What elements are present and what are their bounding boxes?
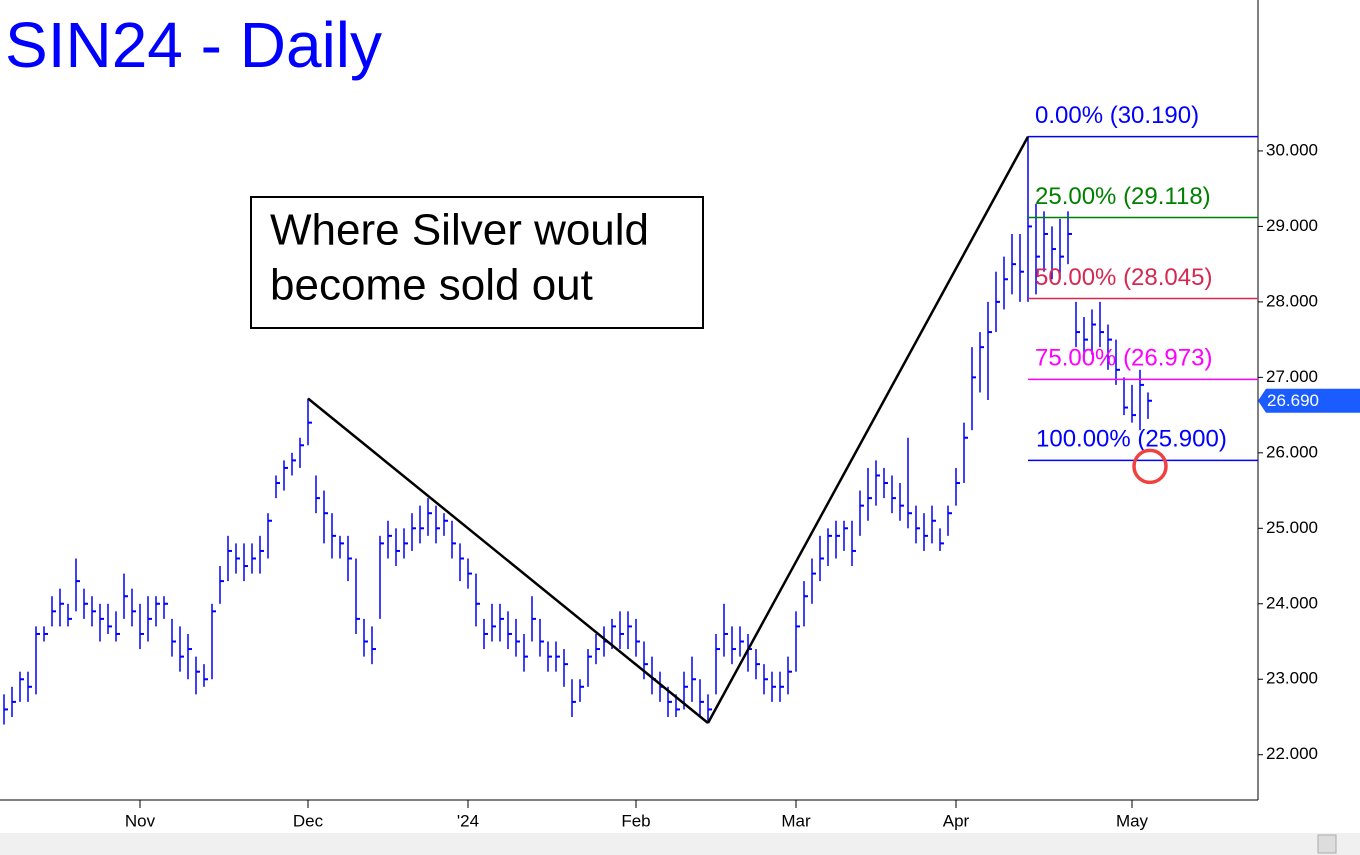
y-tick-label: 23.000 bbox=[1266, 669, 1318, 688]
y-tick-label: 27.000 bbox=[1266, 367, 1318, 386]
fib-label: 0.00% (30.190) bbox=[1035, 102, 1199, 129]
x-tick-label: May bbox=[1116, 811, 1149, 830]
fib-label: 75.00% (26.973) bbox=[1035, 345, 1212, 372]
y-tick-label: 26.000 bbox=[1266, 442, 1318, 461]
last-price-marker bbox=[1258, 388, 1360, 413]
last-price-label: 26.690 bbox=[1267, 391, 1319, 410]
scroll-thumb[interactable] bbox=[1317, 834, 1337, 854]
x-tick-label: Mar bbox=[781, 811, 811, 830]
annotation-box bbox=[250, 196, 704, 329]
fib-label: 100.00% (25.900) bbox=[1036, 426, 1227, 453]
y-tick-label: 30.000 bbox=[1266, 140, 1318, 159]
x-tick-label: Dec bbox=[293, 811, 324, 830]
fib-label: 50.00% (28.045) bbox=[1035, 264, 1212, 291]
target-circle bbox=[1132, 448, 1168, 485]
x-tick-label: Feb bbox=[621, 811, 650, 830]
x-tick-label: Apr bbox=[943, 811, 970, 830]
swing-line bbox=[706, 136, 1030, 724]
annotation-text: become sold out bbox=[270, 261, 593, 310]
y-tick-label: 25.000 bbox=[1266, 518, 1318, 537]
chart-title: SIN24 - Daily bbox=[5, 9, 382, 81]
fib-label: 25.00% (29.118) bbox=[1035, 183, 1211, 210]
y-tick-label: 29.000 bbox=[1266, 216, 1318, 235]
swing-line bbox=[307, 397, 709, 724]
y-tick-label: 28.000 bbox=[1266, 291, 1318, 310]
annotation-text: Where Silver would bbox=[270, 206, 649, 255]
y-tick-label: 24.000 bbox=[1266, 593, 1318, 612]
x-tick-label: '24 bbox=[457, 811, 479, 830]
x-tick-label: Nov bbox=[125, 811, 156, 830]
scrollbar[interactable] bbox=[0, 833, 1360, 855]
y-tick-label: 22.000 bbox=[1266, 744, 1318, 763]
